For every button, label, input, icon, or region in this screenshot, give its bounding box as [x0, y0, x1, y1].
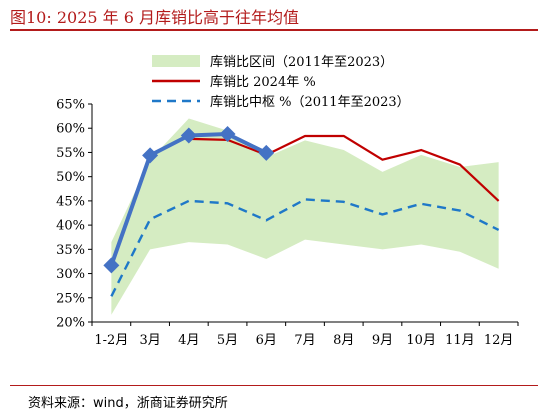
data-point-marker	[180, 127, 197, 144]
axes-layer: 20% 25% 30% 35% 40% 45% 50% 55% 60% 65% 1-2月 3月 4月 5月…	[56, 98, 519, 348]
legend-label: 库销比中枢 %（2011年至2023）	[210, 94, 410, 110]
y-tick-label: 40%	[56, 219, 85, 234]
y-tick-label: 30%	[56, 267, 85, 282]
data-point-marker	[103, 257, 120, 274]
data-point-marker	[219, 126, 236, 143]
y-tick-label: 65%	[56, 98, 85, 113]
legend-label: 库销比区间（2011年至2023）	[210, 54, 393, 70]
y-tick-label: 35%	[56, 243, 85, 258]
legend: 库销比区间（2011年至2023） 库销比 2024年 % 库销比中枢 %（2011…	[152, 54, 410, 110]
figure-title: 图10: 2025 年 6 月库销比高于往年均值	[10, 8, 299, 27]
y-tick-label: 50%	[56, 170, 85, 185]
y-tick-label: 20%	[56, 316, 85, 331]
x-tick-label: 8月	[333, 333, 354, 348]
x-tick-label: 7月	[294, 333, 315, 348]
x-tick-label: 5月	[217, 333, 238, 348]
y-tick-label: 25%	[56, 291, 85, 306]
x-tick-label: 11月	[445, 333, 475, 348]
data-point-marker	[142, 147, 159, 164]
legend-swatch-band	[152, 55, 200, 67]
x-tick-label: 1-2月	[94, 333, 128, 348]
x-tick-label: 4月	[178, 333, 199, 348]
source-rule	[10, 385, 538, 386]
data-point-marker	[258, 144, 275, 161]
range-band-layer	[111, 118, 499, 315]
title-rule	[10, 29, 538, 31]
series-line	[188, 134, 500, 202]
range-band	[111, 118, 499, 315]
x-tick-label: 10月	[406, 333, 436, 348]
x-tick-label: 6月	[256, 333, 277, 348]
x-tick-label: 3月	[139, 333, 160, 348]
series-lines-layer	[103, 126, 500, 297]
x-tick-label: 12月	[484, 333, 514, 348]
y-tick-label: 45%	[56, 194, 85, 209]
y-tick-label: 60%	[56, 122, 85, 137]
source-note: 资料来源：wind，浙商证券研究所	[28, 396, 228, 411]
x-tick-label: 9月	[372, 333, 393, 348]
legend-label: 库销比 2024年 %	[210, 74, 316, 90]
y-tick-label: 55%	[56, 146, 85, 161]
